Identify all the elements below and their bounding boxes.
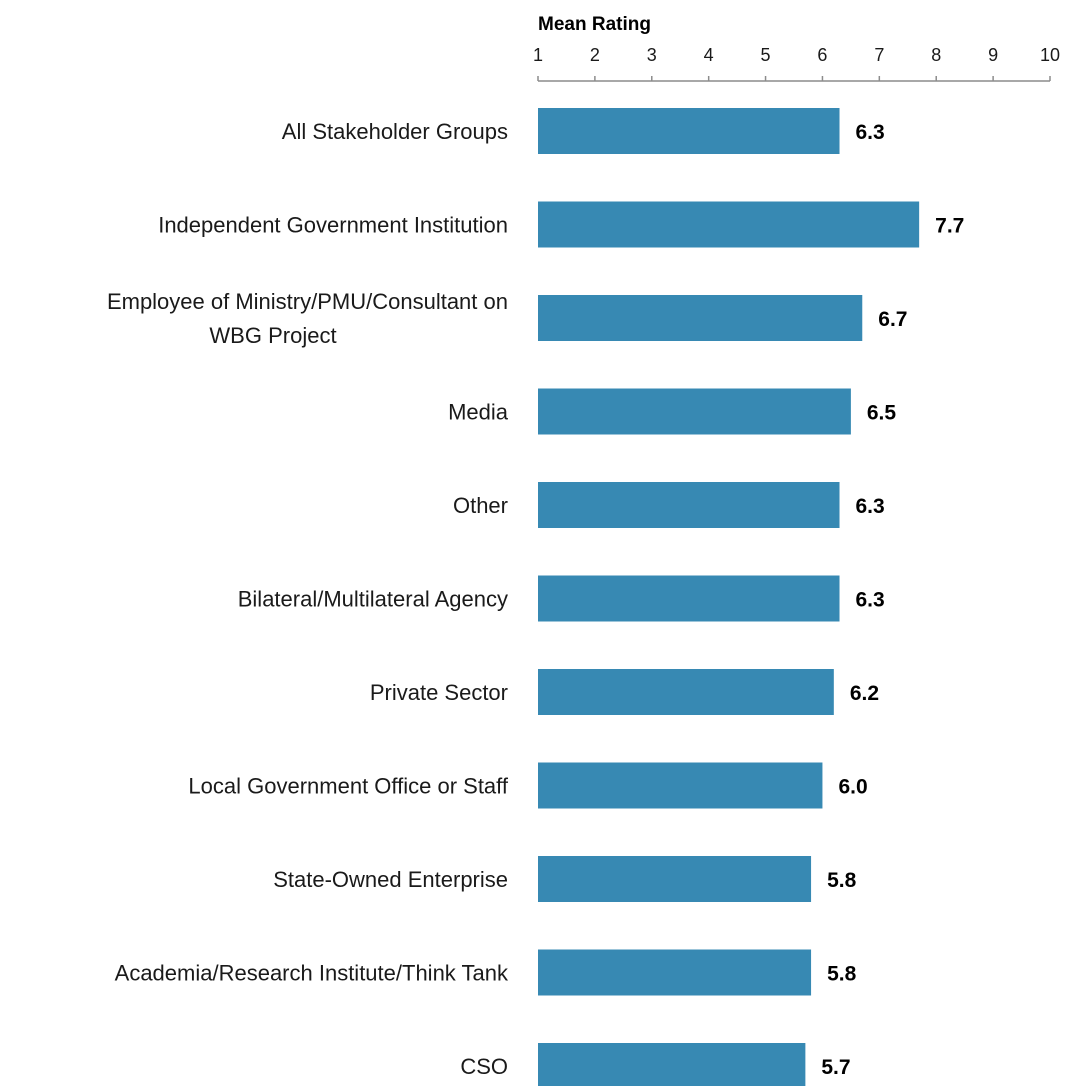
category-labels: All Stakeholder Groups Independent Govern… (107, 119, 509, 1079)
category-label: Private Sector (370, 680, 508, 705)
category-label-line: Media (448, 400, 509, 425)
value-label: 6.3 (856, 495, 885, 518)
category-label-line: Independent Government Institution (158, 213, 508, 238)
x-tick-label: 5 (761, 45, 771, 65)
x-tick-label: 10 (1040, 45, 1060, 65)
value-label: 6.7 (878, 308, 907, 331)
category-label: Employee of Ministry/PMU/Consultant on WB… (107, 289, 508, 348)
category-label-line: Employee of Ministry/PMU/Consultant on (107, 289, 508, 314)
bar (538, 295, 863, 341)
bar (538, 669, 834, 715)
category-label: All Stakeholder Groups (282, 119, 508, 144)
category-label: Media (448, 400, 509, 425)
bar (538, 856, 812, 902)
bars (538, 108, 920, 1086)
x-tick-label: 8 (931, 45, 941, 65)
category-label: Bilateral/Multilateral Agency (238, 587, 508, 612)
category-label-line: WBG Project (209, 323, 336, 348)
value-label: 5.8 (827, 963, 857, 986)
bar (538, 949, 812, 996)
x-axis: 1 2 3 4 5 6 7 8 9 10 (533, 45, 1060, 82)
x-tick-label: 4 (704, 45, 714, 65)
bar (538, 575, 840, 622)
value-label: 6.0 (838, 776, 867, 799)
category-label: CSO (460, 1054, 508, 1079)
category-label-line: Academia/Research Institute/Think Tank (115, 961, 509, 986)
category-label: State-Owned Enterprise (273, 867, 508, 892)
value-label: 5.8 (827, 869, 857, 892)
bar (538, 108, 840, 154)
x-tick-label: 3 (647, 45, 657, 65)
category-label-line: All Stakeholder Groups (282, 119, 508, 144)
category-label-line: Other (453, 493, 508, 518)
value-label: 6.5 (867, 402, 897, 425)
category-label-line: Local Government Office or Staff (188, 774, 508, 799)
category-label: Other (453, 493, 508, 518)
category-label-line: Bilateral/Multilateral Agency (238, 587, 508, 612)
bar (538, 482, 840, 528)
x-tick-label: 2 (590, 45, 600, 65)
category-label: Academia/Research Institute/Think Tank (115, 961, 509, 986)
value-labels: 6.3 7.7 6.7 6.5 6.3 6.3 6.2 6.0 5.8 5.8 5.7 (821, 121, 964, 1079)
category-label: Independent Government Institution (158, 213, 508, 238)
bar (538, 762, 823, 809)
bar (538, 1043, 806, 1086)
category-label-line: CSO (460, 1054, 508, 1079)
bar (538, 388, 851, 435)
x-tick-label: 1 (533, 45, 543, 65)
value-label: 5.7 (821, 1056, 850, 1079)
value-label: 6.3 (856, 121, 885, 144)
value-label: 6.3 (856, 589, 885, 612)
x-tick-label: 7 (874, 45, 884, 65)
value-label: 6.2 (850, 682, 879, 705)
x-axis-title: Mean Rating (538, 14, 651, 35)
category-label: Local Government Office or Staff (188, 774, 508, 799)
category-label-line: State-Owned Enterprise (273, 867, 508, 892)
x-tick-label: 6 (817, 45, 827, 65)
value-label: 7.7 (935, 215, 964, 238)
x-tick-label: 9 (988, 45, 998, 65)
bar (538, 201, 920, 248)
category-label-line: Private Sector (370, 680, 508, 705)
